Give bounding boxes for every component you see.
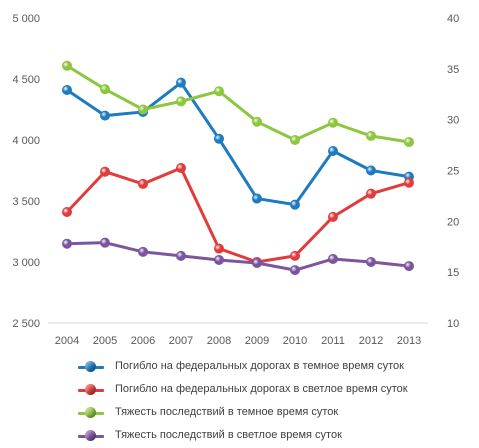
legend-label: Погибло на федеральных дорогах в темное … <box>115 360 404 372</box>
series-line <box>65 241 411 272</box>
legend: Погибло на федеральных дорогах в темное … <box>78 355 408 447</box>
series-layer <box>62 60 414 276</box>
data-point <box>404 177 414 188</box>
data-point <box>366 188 376 199</box>
data-point <box>290 250 300 261</box>
x-tick-label: 2007 <box>169 335 193 347</box>
data-point <box>328 145 338 156</box>
legend-label: Тяжесть последствий в светлое время суто… <box>115 429 342 441</box>
data-point <box>176 250 186 261</box>
data-point <box>290 265 300 276</box>
data-point <box>62 60 72 71</box>
series-line <box>65 166 411 264</box>
data-point <box>214 243 224 254</box>
data-point <box>214 133 224 144</box>
data-point <box>100 84 110 95</box>
data-point <box>328 253 338 264</box>
legend-marker <box>85 407 96 418</box>
left-tick-label: 4 500 <box>12 74 40 86</box>
left-tick-label: 4 000 <box>12 135 40 147</box>
x-tick-label: 2008 <box>207 335 231 347</box>
x-tick-label: 2004 <box>55 335 79 347</box>
left-tick-label: 2 500 <box>12 318 40 330</box>
data-point <box>100 237 110 248</box>
data-point <box>252 116 262 127</box>
right-tick-label: 15 <box>447 267 459 279</box>
series-line <box>65 81 411 207</box>
data-point <box>62 238 72 249</box>
data-point <box>214 254 224 265</box>
left-tick-label: 3 500 <box>12 196 40 208</box>
data-point <box>214 86 224 97</box>
data-point <box>62 84 72 95</box>
data-point <box>176 77 186 88</box>
legend-marker <box>85 361 96 372</box>
data-point <box>366 130 376 141</box>
left-tick-label: 5 000 <box>12 13 40 25</box>
left-y-axis: 2 500 3 000 3 500 4 000 4 500 5 000 <box>12 13 40 330</box>
x-axis: 2004 2005 2006 2007 2008 2009 2010 2011 2012 2013 <box>48 322 428 347</box>
legend-marker <box>85 384 96 395</box>
data-point <box>290 135 300 145</box>
right-y-axis: 10 15 20 25 30 35 40 <box>447 13 459 330</box>
data-point <box>138 104 148 115</box>
legend-marker <box>85 430 96 441</box>
data-point <box>328 211 338 222</box>
data-point <box>328 117 338 128</box>
right-tick-label: 25 <box>447 166 459 178</box>
right-tick-label: 35 <box>447 64 459 76</box>
x-tick-label: 2010 <box>283 335 307 347</box>
legend-item: Тяжесть последствий в светлое время суто… <box>78 424 408 447</box>
data-point <box>100 110 110 121</box>
x-tick-label: 2009 <box>245 335 269 347</box>
right-tick-label: 30 <box>447 115 459 127</box>
x-tick-label: 2005 <box>93 335 117 347</box>
data-point <box>366 257 376 267</box>
data-point <box>100 166 110 177</box>
data-point <box>138 178 148 189</box>
right-tick-label: 20 <box>447 216 459 228</box>
series-line <box>65 64 411 144</box>
data-point <box>404 137 414 148</box>
data-point <box>252 193 262 204</box>
legend-item: Погибло на федеральных дорогах в светлое… <box>78 378 408 401</box>
legend-label: Погибло на федеральных дорогах в светлое… <box>115 383 408 395</box>
legend-item: Погибло на федеральных дорогах в темное … <box>78 355 408 378</box>
left-tick-label: 3 000 <box>12 257 40 269</box>
data-point <box>176 96 186 107</box>
data-point <box>176 163 186 174</box>
data-point <box>252 258 262 269</box>
x-tick-label: 2011 <box>321 335 345 347</box>
data-point <box>290 199 300 210</box>
data-point <box>366 165 376 176</box>
legend-label: Тяжесть последствий в темное время суток <box>115 406 339 418</box>
x-tick-label: 2006 <box>131 335 155 347</box>
data-point <box>138 246 148 257</box>
right-tick-label: 10 <box>447 318 459 330</box>
x-tick-label: 2012 <box>359 335 383 347</box>
x-tick-label: 2013 <box>397 335 421 347</box>
data-point <box>404 261 414 272</box>
right-tick-label: 40 <box>447 13 459 25</box>
legend-item: Тяжесть последствий в темное время суток <box>78 401 408 424</box>
data-point <box>62 206 72 217</box>
